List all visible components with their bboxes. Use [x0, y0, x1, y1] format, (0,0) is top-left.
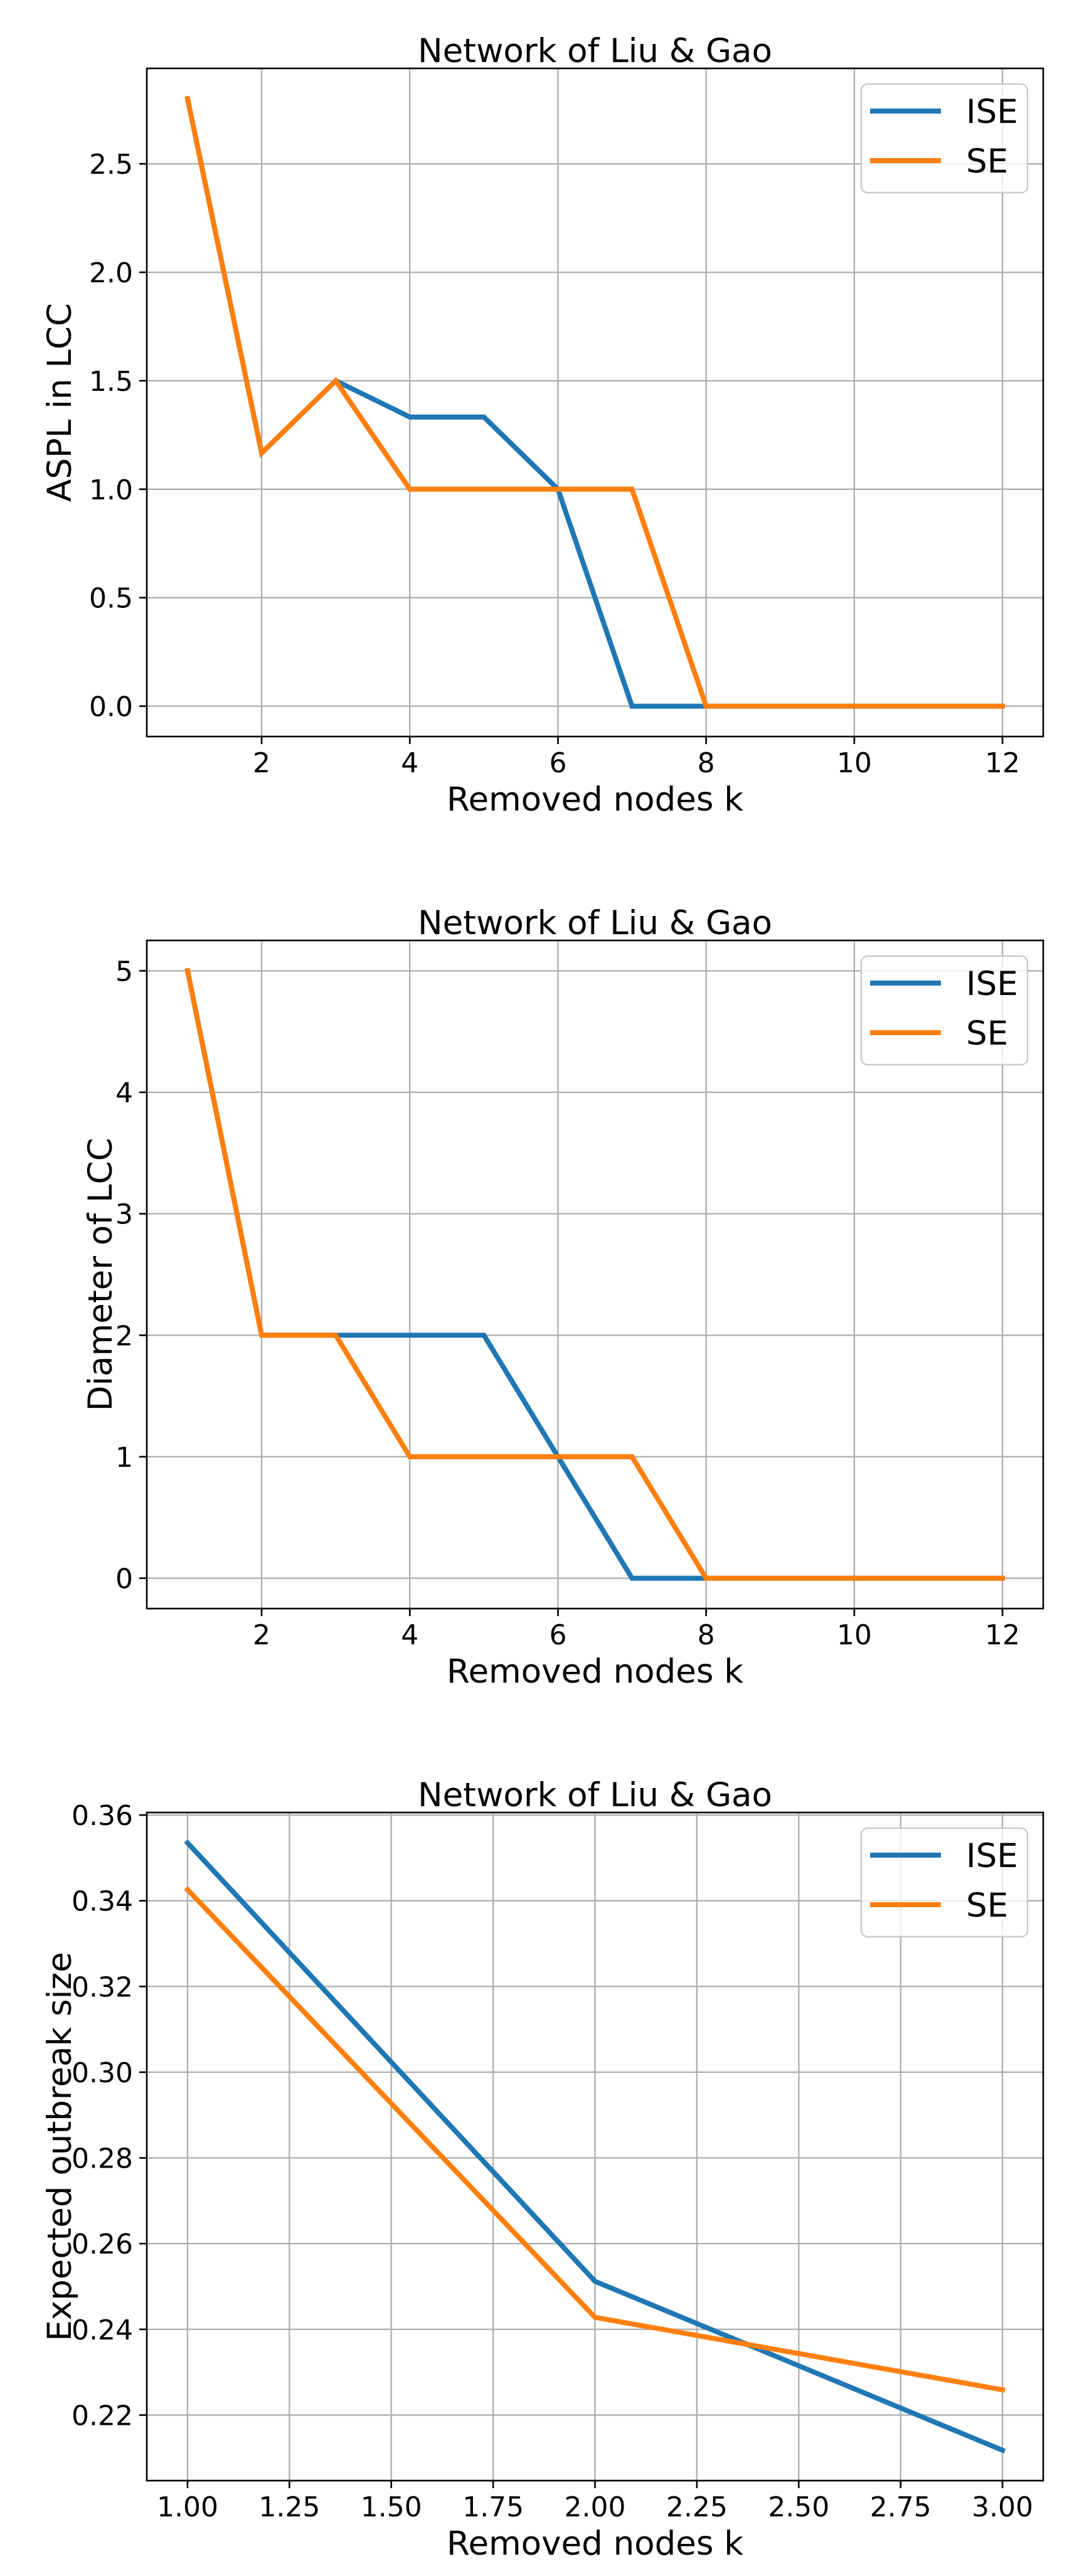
legend-label-se: SE — [966, 1014, 1008, 1053]
x-tick-label: 2.25 — [666, 2491, 728, 2523]
x-tick-label: 4 — [401, 1619, 418, 1651]
series-line-se — [184, 1886, 1006, 2393]
x-tick-label: 6 — [549, 1619, 566, 1651]
x-tick-label: 1.25 — [258, 2491, 320, 2523]
x-axis-label: Removed nodes k — [447, 1653, 743, 1691]
series-group — [184, 967, 1005, 1581]
x-tick-label: 6 — [549, 747, 566, 779]
x-tick-label: 1.50 — [361, 2491, 422, 2523]
y-tick-label: 0.24 — [72, 2314, 133, 2346]
y-tick-label: 0.5 — [89, 583, 133, 615]
x-tick-label: 8 — [698, 747, 715, 779]
axes-frame — [146, 939, 1044, 1610]
chart-1: 2 4 6 8 10 12 0.0 0.5 1.0 1.5 2.0 2.5 Network of Liu… — [41, 32, 1044, 819]
y-tick-label: 0.32 — [72, 1971, 133, 2003]
x-axis-label: Removed nodes k — [447, 780, 743, 819]
x-tick-label: 8 — [698, 1619, 715, 1651]
y-tick-label: 4 — [115, 1077, 133, 1109]
legend: ISE SE — [860, 83, 1029, 194]
y-tick-label: 0.34 — [72, 1886, 133, 1918]
y-axis-label: Expected outbreak size — [41, 1952, 79, 2341]
x-axis-label: Removed nodes k — [447, 2525, 743, 2563]
x-tick-label: 10 — [837, 747, 872, 779]
x-tick-label: 1.00 — [157, 2491, 218, 2523]
x-tick-label: 10 — [837, 1619, 872, 1651]
series-group — [184, 1839, 1006, 2454]
y-tick-label: 0.28 — [72, 2143, 133, 2175]
x-tick-label: 2.50 — [768, 2491, 829, 2523]
y-tick-label: 0.22 — [72, 2400, 133, 2432]
x-tick-label: 3.00 — [972, 2491, 1033, 2523]
chart-title: Network of Liu & Gao — [418, 904, 772, 942]
y-tick-label: 1.0 — [89, 474, 133, 506]
legend: ISE SE — [860, 955, 1029, 1066]
y-tick-label: 1.5 — [89, 366, 133, 398]
y-tick-label: 2.5 — [89, 149, 133, 181]
chart-title: Network of Liu & Gao — [418, 1776, 772, 1814]
legend-label-ise: ISE — [966, 93, 1018, 131]
y-tick-label: 2.0 — [89, 257, 133, 289]
series-group — [184, 95, 1005, 709]
y-tick-label: 0.30 — [72, 2057, 133, 2089]
x-tick-label: 2 — [253, 747, 270, 779]
x-tick-label: 2.00 — [565, 2491, 626, 2523]
y-tick-label: 5 — [115, 955, 133, 987]
series-line-se — [184, 95, 1005, 709]
y-axis-label: ASPL in LCC — [41, 303, 79, 502]
y-tick-label: 0.26 — [72, 2228, 133, 2260]
legend-label-se: SE — [966, 142, 1008, 181]
legend-label-ise: ISE — [966, 1837, 1018, 1875]
gridlines — [147, 940, 1043, 1609]
y-tick-label: 1 — [115, 1442, 133, 1474]
axes-frame — [146, 67, 1044, 738]
x-tick-label: 1.75 — [462, 2491, 524, 2523]
chart-title: Network of Liu & Gao — [418, 32, 772, 70]
x-tick-label: 2 — [253, 1619, 270, 1651]
legend: ISE SE — [860, 1827, 1029, 1938]
y-axis-label: Diameter of LCC — [82, 1138, 120, 1412]
series-line-se — [184, 967, 1005, 1581]
gridlines — [147, 1812, 1043, 2481]
x-tick-label: 4 — [401, 747, 418, 779]
y-tick-label: 0 — [115, 1563, 133, 1595]
series-line-ise — [184, 1839, 1006, 2454]
chart-3: 1.00 1.25 1.50 1.75 2.00 2.25 2.50 2.75 3.00 0.22… — [41, 1776, 1044, 2563]
legend-label-se: SE — [966, 1887, 1008, 1925]
x-tick-label: 2.75 — [870, 2491, 932, 2523]
legend-label-ise: ISE — [966, 965, 1018, 1003]
y-tick-label: 0.0 — [89, 691, 133, 723]
y-tick-label: 3 — [115, 1199, 133, 1231]
y-tick-label: 0.36 — [72, 1800, 133, 1832]
y-tick-label: 2 — [115, 1320, 133, 1352]
x-tick-label: 12 — [985, 747, 1020, 779]
x-tick-label: 12 — [985, 1619, 1020, 1651]
